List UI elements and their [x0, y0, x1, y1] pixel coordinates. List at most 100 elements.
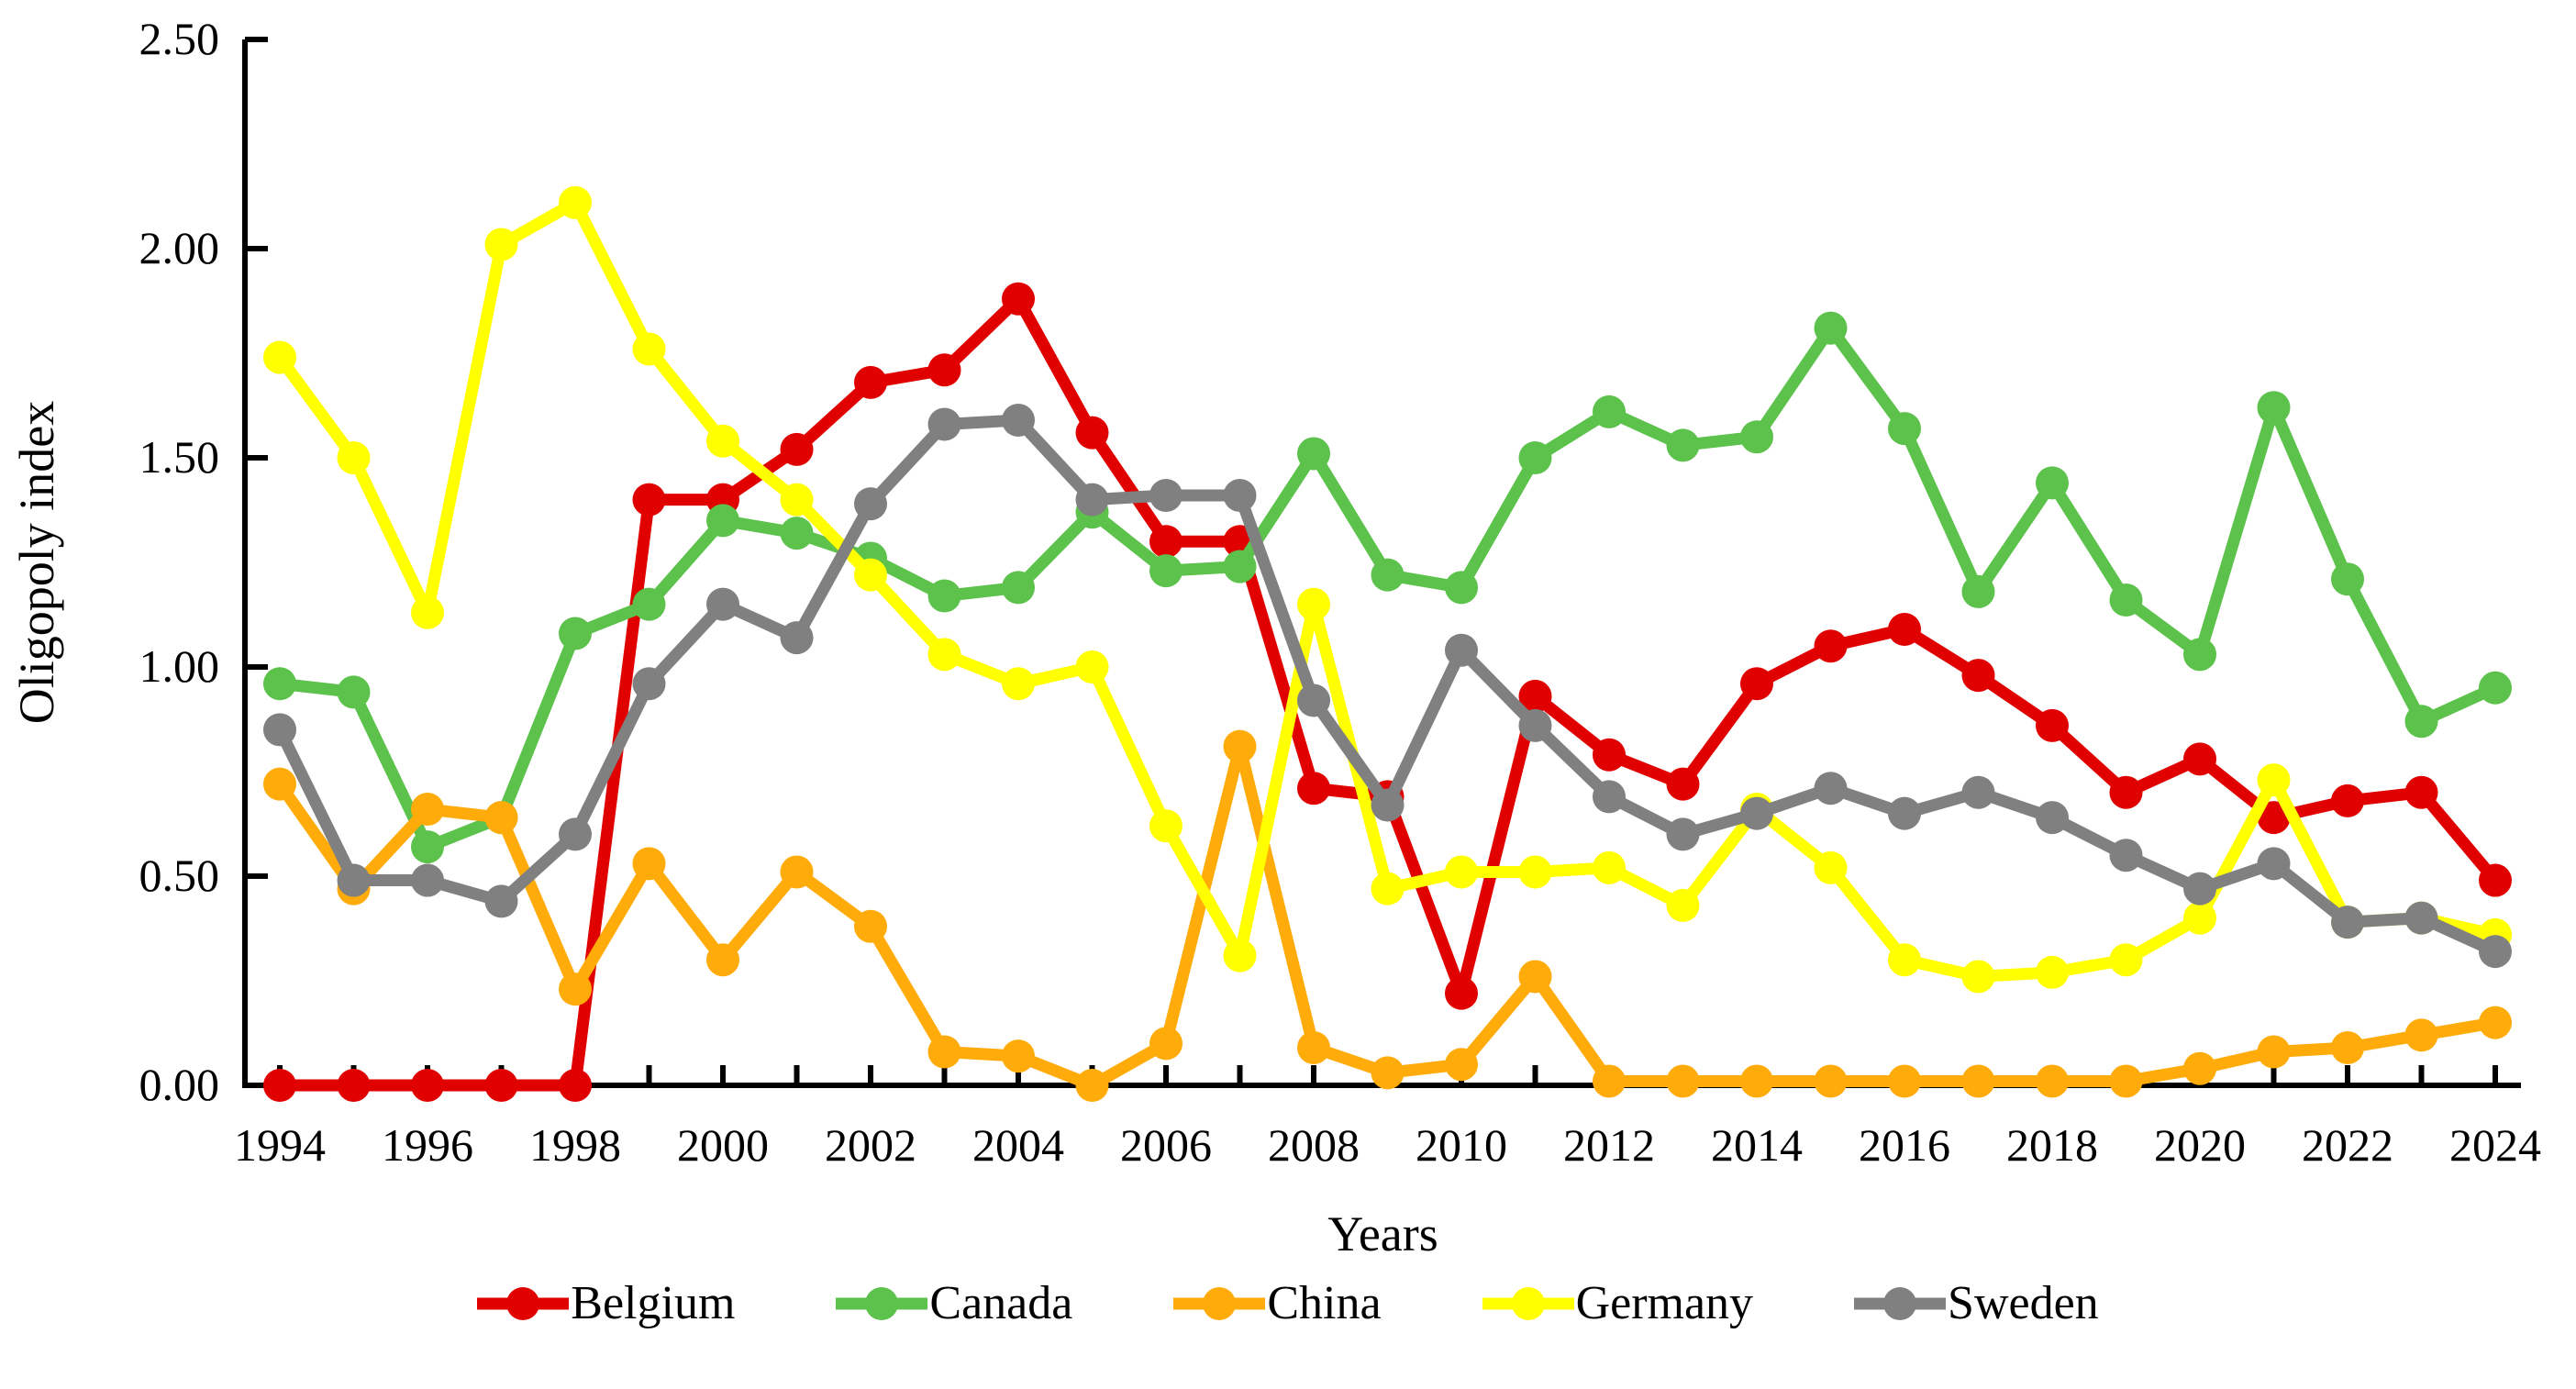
data-point — [337, 675, 371, 709]
data-point — [2109, 1064, 2143, 1098]
data-point — [1371, 558, 1405, 592]
legend-label-canada: Canada — [929, 1277, 1073, 1329]
data-point — [854, 487, 887, 521]
x-tick-label: 2002 — [825, 1119, 916, 1171]
data-point — [2109, 775, 2143, 809]
data-point — [2331, 906, 2364, 939]
data-point — [1888, 412, 1921, 446]
data-point — [263, 1069, 296, 1102]
legend-label-sweden: Sweden — [1948, 1277, 2099, 1329]
data-point — [1961, 960, 1995, 994]
data-point — [411, 863, 444, 897]
data-point — [1149, 525, 1183, 559]
data-point — [1371, 1056, 1405, 1090]
data-point — [1075, 416, 1109, 450]
data-point — [1814, 850, 1848, 884]
legend-marker-canada — [836, 1287, 928, 1320]
data-point — [2257, 763, 2291, 797]
data-point — [484, 228, 518, 261]
data-point — [1002, 403, 1035, 437]
data-point — [1223, 939, 1257, 972]
data-point — [1593, 1064, 1626, 1098]
data-point — [1223, 729, 1257, 763]
data-point — [2331, 1030, 2364, 1064]
data-point — [1814, 1064, 1848, 1098]
data-point — [1740, 1064, 1773, 1098]
data-point — [2036, 801, 2069, 835]
data-point — [263, 340, 296, 374]
data-point — [854, 365, 887, 399]
data-point — [1075, 483, 1109, 517]
data-point — [2479, 935, 2512, 969]
data-point — [1075, 650, 1109, 683]
data-point — [854, 909, 887, 943]
data-point — [2036, 955, 2069, 989]
data-point — [411, 595, 444, 629]
series-belgium — [263, 282, 2512, 1102]
data-point — [1814, 772, 1848, 806]
series-line-belgium — [273, 293, 2502, 1092]
x-tick-label: 2024 — [2449, 1119, 2541, 1171]
x-tick-label: 2020 — [2154, 1119, 2246, 1171]
data-point — [2109, 839, 2143, 872]
data-point — [2036, 1064, 2069, 1098]
data-point — [1518, 679, 1552, 713]
y-tick-label: 1.00 — [139, 640, 220, 692]
data-point — [559, 617, 592, 650]
data-point — [2479, 671, 2512, 705]
data-point — [1223, 550, 1257, 583]
data-point — [2331, 562, 2364, 596]
data-point — [1666, 1064, 1700, 1098]
x-tick-label: 2012 — [1563, 1119, 1655, 1171]
data-point — [2404, 705, 2438, 739]
data-point — [411, 1069, 444, 1102]
legend-item-germany: Germany — [1482, 1280, 1753, 1328]
line-chart-plot: 0.00 0.50 1.00 1.50 2.00 2.50 1994 1996 1998 2000… — [9, 13, 2541, 1261]
data-point — [1888, 612, 1921, 646]
legend-marker-china — [1173, 1287, 1266, 1320]
legend-label-china: China — [1267, 1277, 1382, 1329]
data-point — [411, 793, 444, 827]
data-point — [1518, 960, 1552, 994]
data-point — [1740, 796, 1773, 830]
x-tick-label: 1994 — [234, 1119, 326, 1171]
data-point — [1149, 554, 1183, 588]
data-point — [1297, 772, 1330, 806]
data-point — [1740, 420, 1773, 454]
data-point — [1814, 629, 1848, 663]
data-point — [337, 1069, 371, 1102]
data-point — [2109, 943, 2143, 977]
x-tick-label: 2004 — [972, 1119, 1064, 1171]
data-point — [2479, 1006, 2512, 1039]
data-point — [1518, 708, 1552, 742]
data-point — [632, 483, 666, 517]
data-point — [780, 432, 814, 466]
data-point — [1888, 796, 1921, 830]
data-point — [2331, 783, 2364, 817]
data-point — [927, 638, 961, 672]
data-point — [337, 441, 371, 474]
x-tick-label: 2008 — [1268, 1119, 1360, 1171]
data-point — [780, 855, 814, 889]
data-point — [1961, 1064, 1995, 1098]
data-point — [1445, 855, 1478, 889]
data-point — [927, 579, 961, 613]
x-tick-label: 2016 — [1859, 1119, 1950, 1171]
y-tick-label: 2.00 — [139, 222, 220, 273]
x-tick-label: 2018 — [2006, 1119, 2098, 1171]
data-point — [2257, 1035, 2291, 1069]
data-point — [2404, 775, 2438, 809]
series-china — [263, 729, 2512, 1102]
x-axis-title: Years — [1327, 1206, 1438, 1261]
series-sweden — [263, 403, 2512, 969]
y-tick-label: 2.50 — [139, 13, 220, 64]
data-point — [484, 1069, 518, 1102]
data-point — [1518, 441, 1552, 474]
data-point — [1593, 738, 1626, 772]
data-point — [1961, 659, 1995, 693]
data-point — [1002, 571, 1035, 605]
data-point — [1888, 1064, 1921, 1098]
chart-legend: Belgium Canada China Germany Sweden — [0, 1280, 2576, 1328]
data-point — [1518, 855, 1552, 889]
data-point — [927, 1035, 961, 1069]
